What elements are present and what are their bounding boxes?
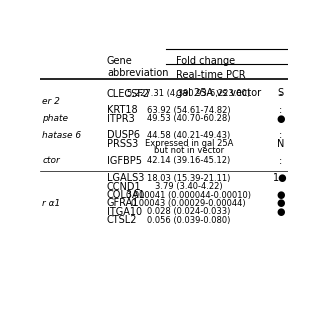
Text: Gene: Gene [107, 56, 133, 66]
Text: er 2: er 2 [43, 98, 60, 107]
Text: -: - [279, 89, 282, 99]
Text: 0.028 (0.024-0.033): 0.028 (0.024-0.033) [147, 207, 230, 216]
Text: hatase 6: hatase 6 [43, 131, 82, 140]
Text: ITPR3: ITPR3 [107, 114, 135, 124]
Text: 63.92 (54.61-74.82): 63.92 (54.61-74.82) [147, 106, 231, 115]
Text: :: : [279, 156, 282, 166]
Text: ITGA10: ITGA10 [107, 207, 142, 217]
Text: 44.58 (40.21-49.43): 44.58 (40.21-49.43) [147, 131, 230, 140]
Text: r α1: r α1 [43, 199, 61, 208]
Text: GFRA1: GFRA1 [107, 198, 139, 209]
Text: 5,227.31 (4,390.93-6,223.00): 5,227.31 (4,390.93-6,223.00) [127, 89, 250, 98]
Text: ctor: ctor [43, 156, 60, 165]
Text: ●: ● [276, 198, 285, 209]
Text: :: : [279, 105, 282, 115]
Text: Real-time PCR: Real-time PCR [176, 70, 246, 80]
Text: :: : [279, 131, 282, 140]
Text: 3.79 (3.40-4.22): 3.79 (3.40-4.22) [155, 182, 223, 191]
Text: 0.000041 (0.000044-0.00010): 0.000041 (0.000044-0.00010) [126, 191, 251, 200]
Text: 42.14 (39.16-45.12): 42.14 (39.16-45.12) [147, 156, 230, 165]
Text: LGALS3: LGALS3 [107, 173, 144, 183]
Text: CLECSF2: CLECSF2 [107, 89, 150, 99]
Text: DUSP6: DUSP6 [107, 131, 140, 140]
Text: 0.056 (0.039-0.080): 0.056 (0.039-0.080) [147, 216, 230, 225]
Text: phate: phate [43, 114, 68, 123]
Text: PRSS3: PRSS3 [107, 139, 138, 149]
Text: COL3A1: COL3A1 [107, 190, 146, 200]
Text: Fold change: Fold change [176, 56, 236, 66]
Text: gal 25A vs vector: gal 25A vs vector [176, 88, 261, 98]
Text: 18.03 (15.39-21.11): 18.03 (15.39-21.11) [147, 174, 230, 183]
Text: ●: ● [276, 207, 285, 217]
Text: N: N [277, 139, 284, 149]
Text: IGFBP5: IGFBP5 [107, 156, 142, 166]
Text: KRT18: KRT18 [107, 105, 138, 115]
Text: abbreviation: abbreviation [107, 68, 168, 78]
Text: 1●: 1● [273, 173, 288, 183]
Text: ●: ● [276, 114, 285, 124]
Text: but not in vector: but not in vector [154, 146, 224, 155]
Text: 0.00043 (0.00029-0.00044): 0.00043 (0.00029-0.00044) [132, 199, 246, 208]
Text: S: S [277, 88, 284, 98]
Text: Expressed in gal 25A: Expressed in gal 25A [145, 139, 233, 148]
Text: ●: ● [276, 190, 285, 200]
Text: 49.53 (40.70-60.28): 49.53 (40.70-60.28) [147, 114, 230, 123]
Text: CTSL2: CTSL2 [107, 215, 138, 225]
Text: CCND1: CCND1 [107, 182, 141, 192]
